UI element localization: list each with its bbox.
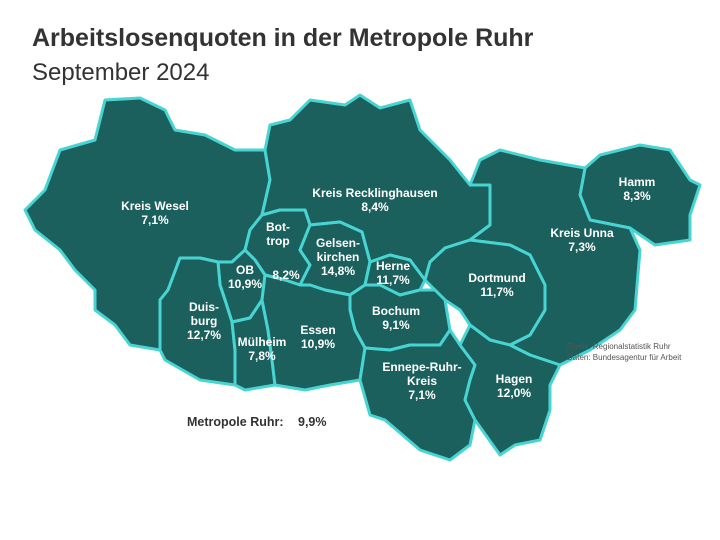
region-rate: 11,7% [480, 285, 514, 299]
total-rate: 9,9% [298, 415, 327, 429]
region-rate: 8,2% [272, 268, 300, 282]
region-rate: 10,9% [301, 337, 335, 351]
title: Arbeitslosenquoten in der Metropole Ruhr [32, 24, 534, 52]
subtitle: September 2024 [32, 59, 209, 86]
region-name: Herne [376, 259, 410, 273]
region-rate: 7,8% [248, 349, 276, 363]
region-name: kirchen [317, 250, 360, 264]
region-rate: 11,7% [376, 273, 410, 287]
region-name: OB [236, 263, 254, 277]
region-name: Essen [300, 323, 335, 337]
region-shape [458, 323, 562, 457]
region-name: Bochum [372, 304, 420, 318]
region-shape [260, 273, 367, 392]
source: Daten: Bundesagentur für Arbeit [567, 353, 682, 362]
region-name: Kreis [407, 374, 437, 388]
region-name: Dortmund [468, 271, 525, 285]
region-rate: 12,0% [497, 386, 531, 400]
region-name: burg [191, 314, 218, 328]
region-name: Hamm [619, 175, 656, 189]
region-name: Hagen [496, 372, 533, 386]
region-rate: 7,1% [141, 213, 169, 227]
region-name: Kreis Unna [550, 226, 614, 240]
region-name: Duis- [189, 300, 219, 314]
region-name: trop [266, 234, 289, 248]
region-name: Ennepe-Ruhr- [382, 360, 461, 374]
region-rate: 8,4% [361, 200, 389, 214]
region-rate: 9,1% [382, 318, 410, 332]
region-name: Gelsen- [316, 236, 360, 250]
region-rate: 7,3% [568, 240, 596, 254]
region-name: Kreis Wesel [121, 199, 189, 213]
region-name: Bot- [266, 220, 290, 234]
source: Grafik: Regionalstatistik Ruhr [567, 342, 671, 351]
region-name: Mülheim [238, 335, 287, 349]
region-rate: 8,3% [623, 189, 651, 203]
region-rate: 10,9% [228, 277, 262, 291]
total-label: Metropole Ruhr: [187, 415, 284, 429]
region-rate: 12,7% [187, 328, 221, 342]
region-rate: 14,8% [321, 264, 355, 278]
region-rate: 7,1% [408, 388, 436, 402]
region-name: Kreis Recklinghausen [312, 186, 437, 200]
